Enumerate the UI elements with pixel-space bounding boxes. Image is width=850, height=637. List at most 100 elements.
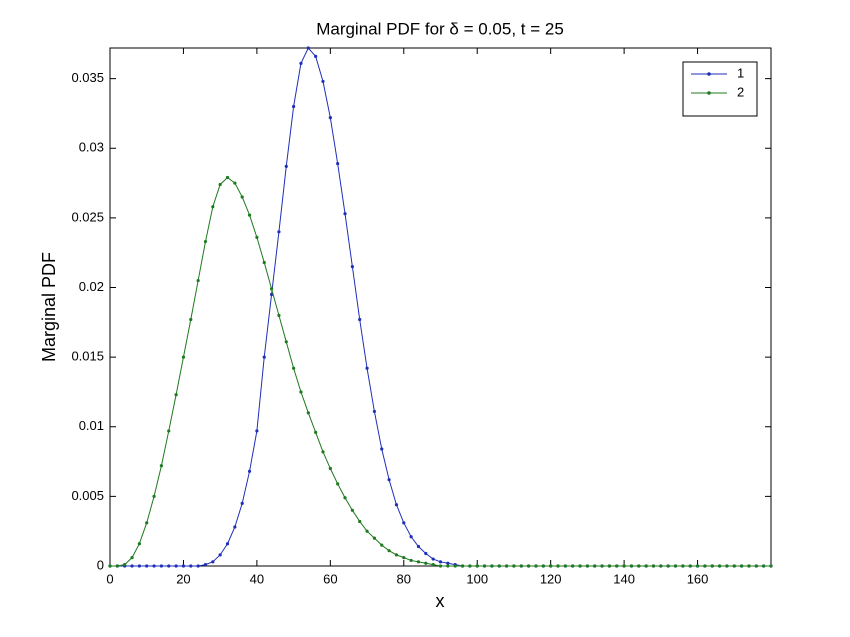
data-point [556, 564, 560, 568]
data-point [754, 564, 758, 568]
data-point [211, 205, 215, 209]
data-point [137, 542, 141, 546]
data-point [394, 503, 399, 507]
data-point [416, 560, 421, 564]
data-point [108, 564, 112, 568]
data-point [505, 564, 509, 568]
y-tick-label: 0.015 [71, 349, 104, 364]
data-point [350, 508, 354, 512]
data-point [115, 564, 119, 568]
data-point [284, 340, 288, 344]
data-point [703, 564, 707, 568]
data-point [218, 182, 222, 187]
data-point [269, 292, 274, 297]
data-point [181, 564, 186, 568]
data-point [262, 355, 266, 359]
legend-label: 1 [737, 65, 744, 80]
x-tick-label: 0 [106, 571, 113, 586]
legend-marker [707, 91, 711, 95]
data-point [438, 564, 443, 568]
data-point [365, 529, 369, 533]
data-point [409, 558, 413, 563]
data-point [380, 447, 384, 451]
data-point [688, 564, 692, 568]
data-point [145, 521, 149, 525]
data-point [431, 557, 435, 561]
data-point [446, 561, 450, 565]
data-point [453, 564, 457, 568]
data-point [549, 564, 553, 568]
data-point [659, 564, 663, 568]
data-point [710, 564, 714, 568]
data-point [269, 287, 274, 291]
x-tick-label: 40 [250, 571, 264, 586]
data-point [622, 564, 626, 568]
data-point [203, 563, 208, 567]
x-tick-label: 100 [466, 571, 488, 586]
plot-area [109, 47, 772, 567]
data-point [343, 212, 347, 216]
data-point [240, 501, 244, 505]
data-point [607, 564, 612, 568]
data-point [292, 104, 296, 109]
data-point [203, 239, 208, 244]
data-point [527, 564, 531, 568]
data-point [637, 564, 641, 568]
data-point [629, 564, 634, 568]
data-point [255, 235, 259, 239]
data-point [233, 181, 237, 185]
data-point [321, 79, 325, 84]
data-point [152, 564, 156, 568]
x-axis-label: x [436, 591, 445, 611]
data-point [328, 466, 332, 471]
data-point [365, 366, 369, 370]
data-point [394, 553, 399, 557]
data-point [240, 195, 244, 199]
data-point [541, 564, 545, 568]
data-point [600, 564, 604, 568]
data-point [424, 551, 428, 556]
data-point [497, 564, 501, 568]
data-point [299, 390, 303, 394]
x-tick-label: 160 [687, 571, 709, 586]
data-point [306, 46, 310, 50]
data-point [284, 164, 288, 168]
data-point [409, 535, 413, 539]
y-tick-label: 0.01 [79, 418, 104, 433]
data-point [424, 561, 428, 565]
data-point [534, 564, 538, 568]
data-point [387, 549, 391, 553]
data-point [306, 411, 310, 415]
data-point [402, 556, 406, 560]
data-point [277, 313, 281, 317]
data-point [181, 355, 186, 359]
data-point [130, 556, 134, 560]
data-point [174, 393, 178, 397]
data-point [563, 564, 567, 568]
data-point [593, 564, 597, 568]
data-point [615, 564, 619, 568]
data-point [314, 430, 318, 434]
data-point [732, 564, 736, 568]
data-point [130, 564, 134, 568]
data-point [585, 564, 589, 568]
data-point [717, 564, 722, 568]
data-point [490, 564, 494, 568]
data-point [336, 161, 340, 166]
data-point [247, 469, 252, 473]
data-point [137, 564, 141, 568]
legend-label: 2 [737, 84, 744, 99]
data-point [145, 564, 149, 568]
data-point [519, 564, 523, 568]
data-point [482, 564, 487, 568]
data-point [292, 366, 296, 370]
data-point [358, 317, 362, 322]
data-point [747, 564, 751, 568]
data-point [762, 564, 766, 568]
data-point [336, 482, 340, 486]
data-point [673, 564, 678, 568]
data-point [372, 409, 376, 414]
data-point [358, 519, 362, 524]
data-point [247, 213, 252, 217]
